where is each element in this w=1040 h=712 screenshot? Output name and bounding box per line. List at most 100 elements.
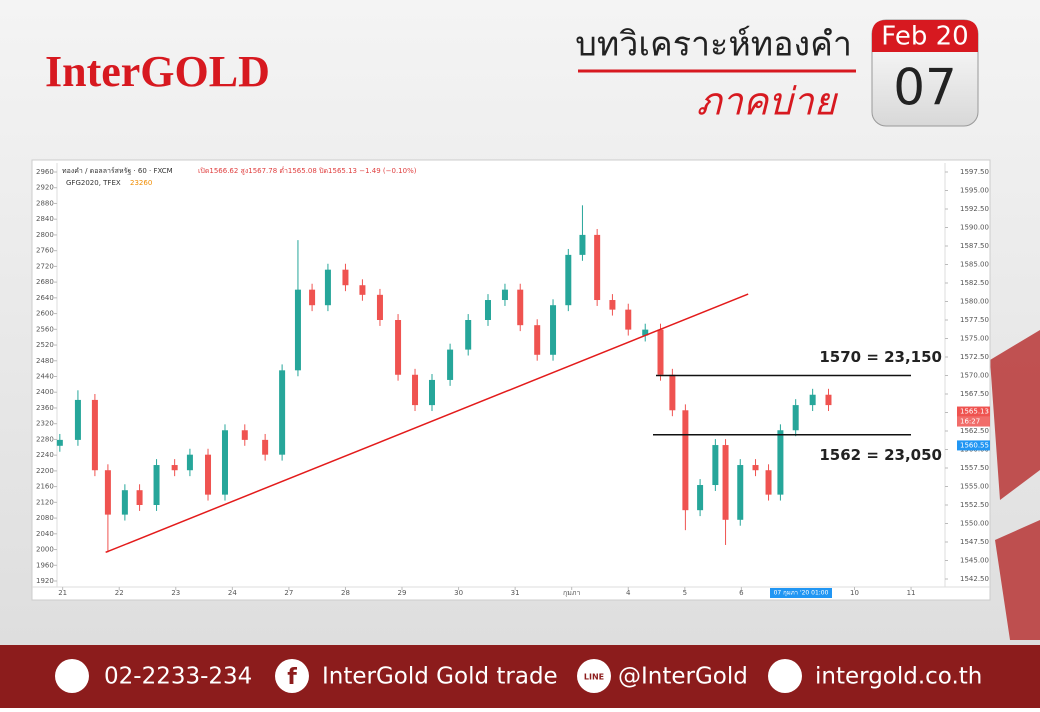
x-tick-label: 4 — [626, 589, 631, 597]
time-tag — [957, 416, 990, 427]
candle-body — [428, 379, 435, 406]
y-tick-label: 1587.50 — [960, 242, 989, 250]
footer-bar — [0, 645, 1040, 708]
time-tag-label: 16:27 — [960, 418, 980, 426]
price-tag — [957, 406, 990, 417]
ohlc-text: เปิด1566.62 สูง1567.78 ต่ำ1565.08 ปิด156… — [198, 166, 417, 175]
y2-tick-label: 1960 — [36, 561, 54, 569]
y-tick-label: 1577.50 — [960, 316, 989, 324]
candle-body — [56, 439, 63, 446]
y-tick-label: 1570.00 — [960, 372, 989, 380]
phone-icon — [55, 659, 89, 693]
x-tick-label: 21 — [58, 589, 67, 597]
x-tick-label: 24 — [228, 589, 237, 597]
candle-body — [792, 405, 799, 431]
y-tick-label: 1557.50 — [960, 464, 989, 472]
symbol: ทองคำ / ดอลลาร์สหรัฐ · 60 · FXCM — [62, 167, 173, 175]
candle-body — [205, 454, 212, 495]
y2-tick-label: 2160 — [36, 483, 54, 491]
x-tick-label: 28 — [341, 589, 350, 597]
y-tick-label: 1542.50 — [960, 575, 989, 583]
candle-body — [565, 254, 572, 306]
candle-body — [447, 349, 454, 380]
level-label: 1570 = 23,150 — [819, 348, 942, 366]
facebook-icon — [275, 659, 309, 693]
candle-body — [136, 490, 143, 505]
y2-tick-label: 2720 — [36, 262, 54, 270]
y-tick-label: 1592.50 — [960, 205, 989, 213]
x-tick-label: 5 — [683, 589, 687, 597]
y-tick-label: 1585.00 — [960, 261, 989, 269]
y2-tick-label: 2000 — [36, 546, 54, 554]
candle-body — [712, 445, 719, 486]
calendar-day: 07 — [893, 59, 957, 117]
y-tick-label: 1597.50 — [960, 168, 989, 176]
candle-body — [376, 294, 383, 320]
facebook: InterGold Gold trade — [322, 664, 558, 690]
candle-body — [642, 329, 649, 336]
y-tick-label: 1550.00 — [960, 520, 989, 528]
candle-body — [221, 430, 228, 495]
candle-body — [121, 490, 128, 515]
candle-body — [309, 289, 316, 306]
candle-body — [395, 320, 402, 375]
y-tick-label: 1572.50 — [960, 353, 989, 361]
y-tick-label: 1580.00 — [960, 298, 989, 306]
y-tick-label: 1555.00 — [960, 483, 989, 491]
facebook-glyph: f — [287, 665, 297, 690]
study-value: 23260 — [130, 179, 152, 187]
calendar-month: Feb 20 — [881, 22, 968, 52]
y2-tick-label: 2600 — [36, 310, 54, 318]
x-tick-label: กุมภา — [563, 589, 580, 597]
y-tick-label: 1552.50 — [960, 501, 989, 509]
candle-body — [186, 454, 193, 471]
study: GFG2020, TFEX — [66, 179, 121, 187]
web-icon — [768, 659, 802, 693]
y-tick-label: 1595.00 — [960, 187, 989, 195]
y2-tick-label: 2480 — [36, 357, 54, 365]
candle-body — [737, 465, 744, 520]
y-tick-label: 1545.00 — [960, 557, 989, 565]
y2-tick-label: 2760 — [36, 247, 54, 255]
crosshair-label: 07 กุมภา '20 01:00 — [774, 590, 829, 597]
x-tick-label: 29 — [398, 589, 407, 597]
line: @InterGold — [618, 664, 748, 690]
y2-tick-label: 2560 — [36, 325, 54, 333]
candle-body — [722, 445, 729, 520]
candle-body — [412, 374, 419, 406]
candle-body — [171, 465, 178, 471]
y2-tick-label: 2080 — [36, 514, 54, 522]
y-tick-label: 1567.50 — [960, 390, 989, 398]
y2-tick-label: 2800 — [36, 231, 54, 239]
website: intergold.co.th — [815, 664, 982, 690]
y2-tick-label: 2040 — [36, 530, 54, 538]
candle-body — [809, 394, 816, 406]
y2-tick-label: 2880 — [36, 199, 54, 207]
y-tick-label: 1582.50 — [960, 279, 989, 287]
x-tick-label: 27 — [284, 589, 293, 597]
chart-frame — [31, 159, 991, 601]
candle-body — [91, 399, 98, 471]
y2-tick-label: 2920 — [36, 184, 54, 192]
y2-tick-label: 2240 — [36, 451, 54, 459]
candle-body — [104, 470, 111, 515]
candle-body — [669, 374, 676, 411]
y2-tick-label: 2200 — [36, 467, 54, 475]
price-tag-label: 1565.13 — [960, 408, 989, 416]
y2-tick-label: 2960 — [36, 168, 54, 176]
x-tick-label: 11 — [907, 589, 916, 597]
x-tick-label: 6 — [739, 589, 744, 597]
line-icon — [577, 659, 611, 693]
candle-body — [74, 399, 81, 440]
x-tick-label: 10 — [850, 589, 859, 597]
y2-tick-label: 2360 — [36, 404, 54, 412]
candle-body — [550, 305, 557, 355]
candle-body — [594, 234, 601, 301]
x-tick-label: 31 — [511, 589, 520, 597]
candle-body — [342, 269, 349, 286]
y2-tick-label: 2400 — [36, 388, 54, 396]
candle-body — [777, 430, 784, 495]
price-tag — [957, 440, 990, 451]
candle-body — [609, 300, 616, 310]
